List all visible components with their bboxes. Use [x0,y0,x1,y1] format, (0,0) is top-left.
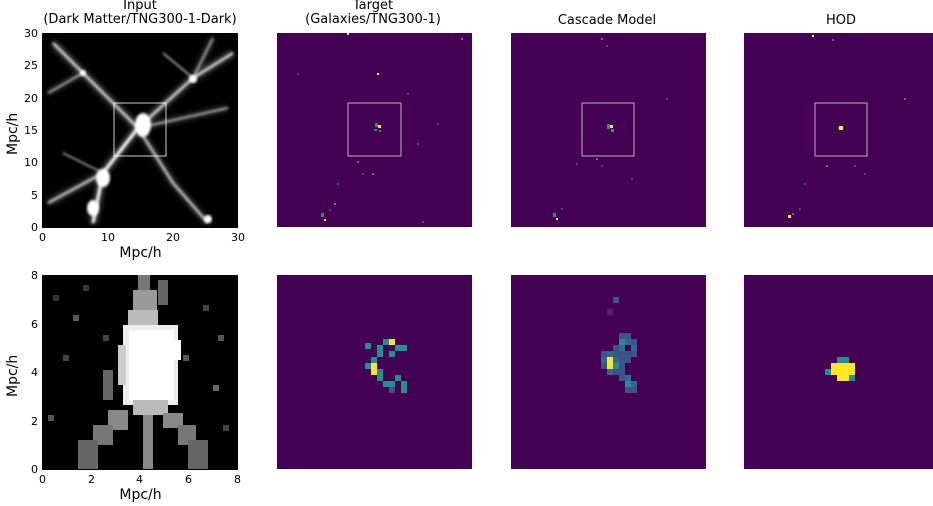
dm-wide-image [46,37,235,225]
bottom-left-x-axis [42,469,238,470]
tick-y-10: 10 [24,156,38,169]
tick-y-4: 4 [31,366,38,379]
tick-y-2: 2 [31,415,38,428]
tick-y-6: 6 [31,318,38,331]
top-ylabel: Mpc/h [5,112,21,155]
tick-x-4: 4 [136,473,143,486]
title-hod: HOD [825,13,857,28]
bottom-xlabel: Mpc/h [119,487,162,503]
tick-x-10: 10 [101,231,115,244]
bottom-left-y-axis [42,275,43,470]
tick-x-20: 20 [166,231,180,244]
tick-x-0: 0 [39,231,46,244]
top-left-y-axis [42,33,43,228]
zoom-box [581,102,635,157]
zoom-box [113,102,167,157]
tick-x-2: 2 [88,473,95,486]
title-input: Input (Dark Matter/TNG300-1-Dark) [43,0,237,27]
tick-y-30: 30 [24,27,38,40]
zoom-box [347,102,402,157]
top-xlabel: Mpc/h [119,245,162,261]
input-dm-zoom-panel [43,275,238,469]
input-dm-wide-panel [43,33,238,227]
tick-y-0b: 0 [31,463,38,476]
bottom-ylabel: Mpc/h [5,354,21,397]
tick-y-5: 5 [31,189,38,202]
hod-wide-panel [744,33,933,227]
target-wide-panel [277,33,472,227]
tick-x-0b: 0 [39,473,46,486]
dm-zoom-image [48,275,229,469]
tick-y-25: 25 [24,59,38,72]
cascade-zoom-panel [511,275,706,469]
tick-y-20: 20 [24,92,38,105]
target-zoom-panel [277,275,472,469]
tick-x-30: 30 [231,231,245,244]
zoom-box [814,102,868,157]
hod-zoom-image [825,357,855,381]
cascade-wide-image [553,38,668,220]
target-wide-image [297,33,463,223]
title-target: Target (Galaxies/TNG300-1) [305,0,441,27]
tick-y-8: 8 [31,269,38,282]
tick-y-15: 15 [24,124,38,137]
cascade-wide-panel [511,33,706,227]
cascade-zoom-image [601,297,637,393]
title-cascade: Cascade Model [557,13,657,28]
tick-x-6: 6 [185,473,192,486]
top-left-x-axis [42,227,238,228]
hod-wide-image [788,35,906,218]
tick-x-8: 8 [234,473,241,486]
hod-zoom-panel [744,275,933,469]
target-zoom-image [365,339,407,393]
tick-y-0: 0 [31,221,38,234]
